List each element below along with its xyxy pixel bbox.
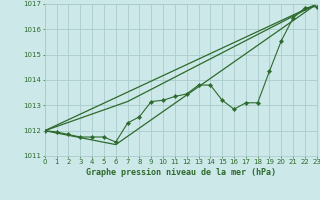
X-axis label: Graphe pression niveau de la mer (hPa): Graphe pression niveau de la mer (hPa) xyxy=(86,168,276,177)
